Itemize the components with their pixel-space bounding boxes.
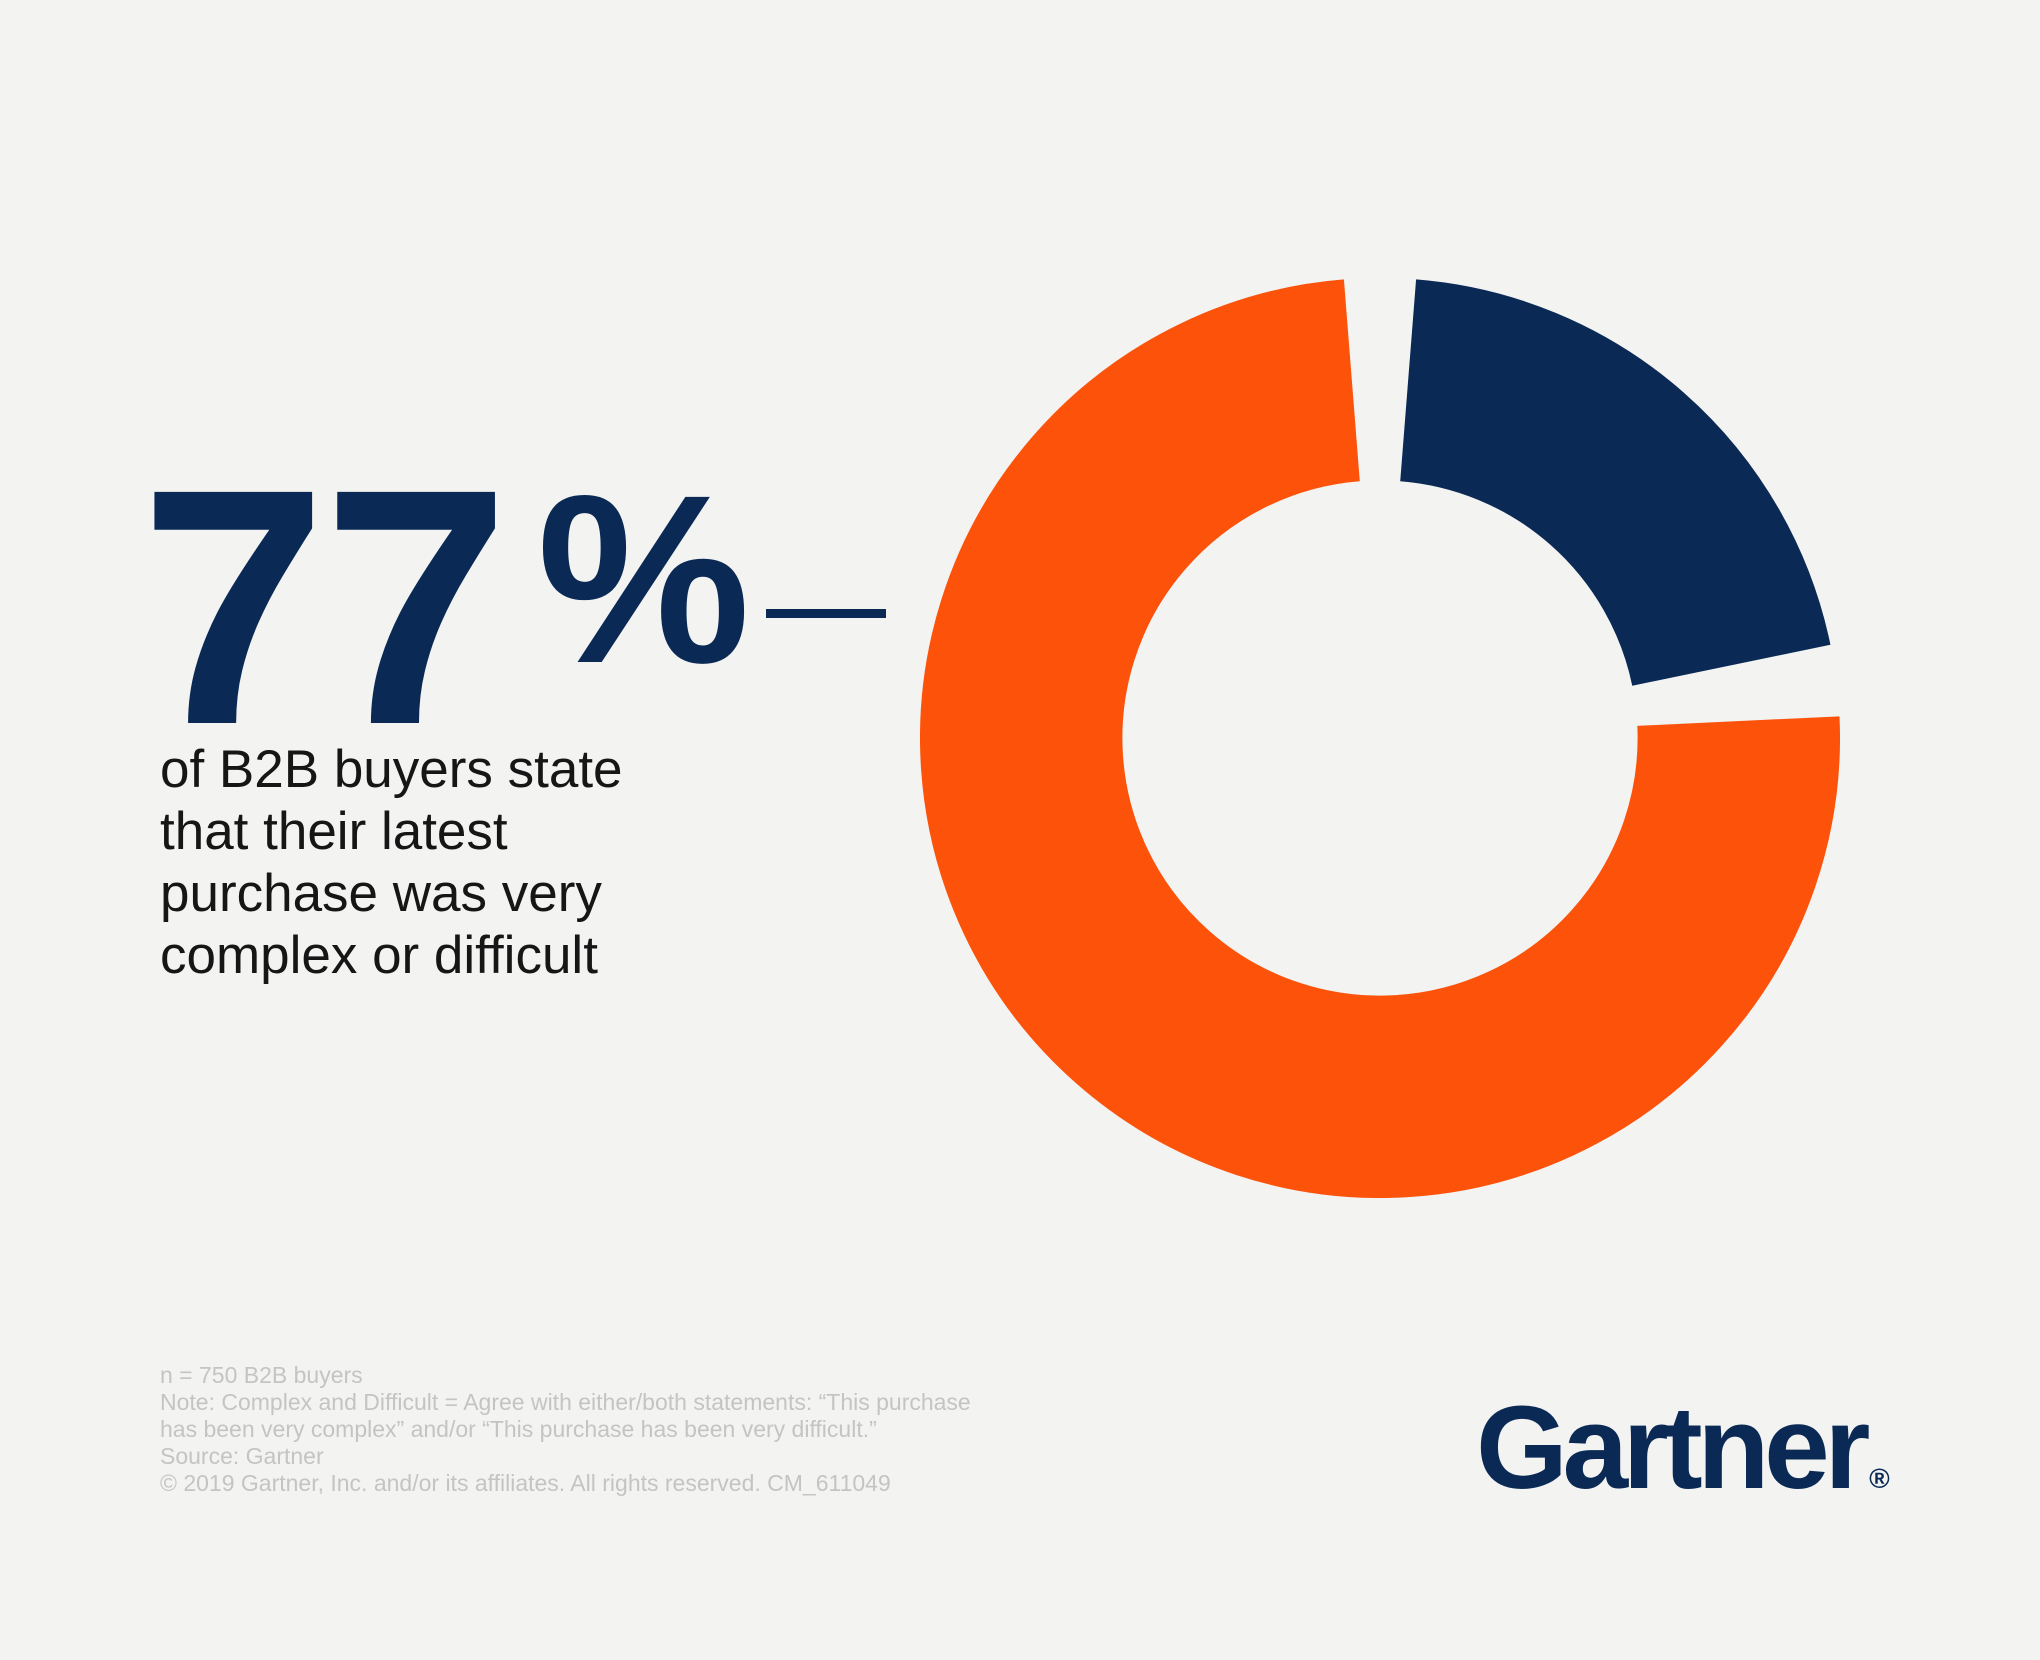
stat-description: of B2B buyers state that their latest pu… xyxy=(160,740,623,985)
stat-percent-sign: % xyxy=(537,445,751,713)
connector-dash xyxy=(766,609,886,618)
gartner-logo: Gartner ® xyxy=(1476,1389,1890,1507)
remainder-segment xyxy=(1398,279,1831,688)
donut-chart xyxy=(920,279,1840,1198)
highlight-segment xyxy=(920,279,1840,1198)
footnotes: n = 750 B2B buyers Note: Complex and Dif… xyxy=(160,1362,971,1496)
gartner-logo-text: Gartner xyxy=(1476,1382,1870,1514)
registered-trademark-icon: ® xyxy=(1869,1463,1890,1494)
stat-value: 77 xyxy=(140,420,510,795)
